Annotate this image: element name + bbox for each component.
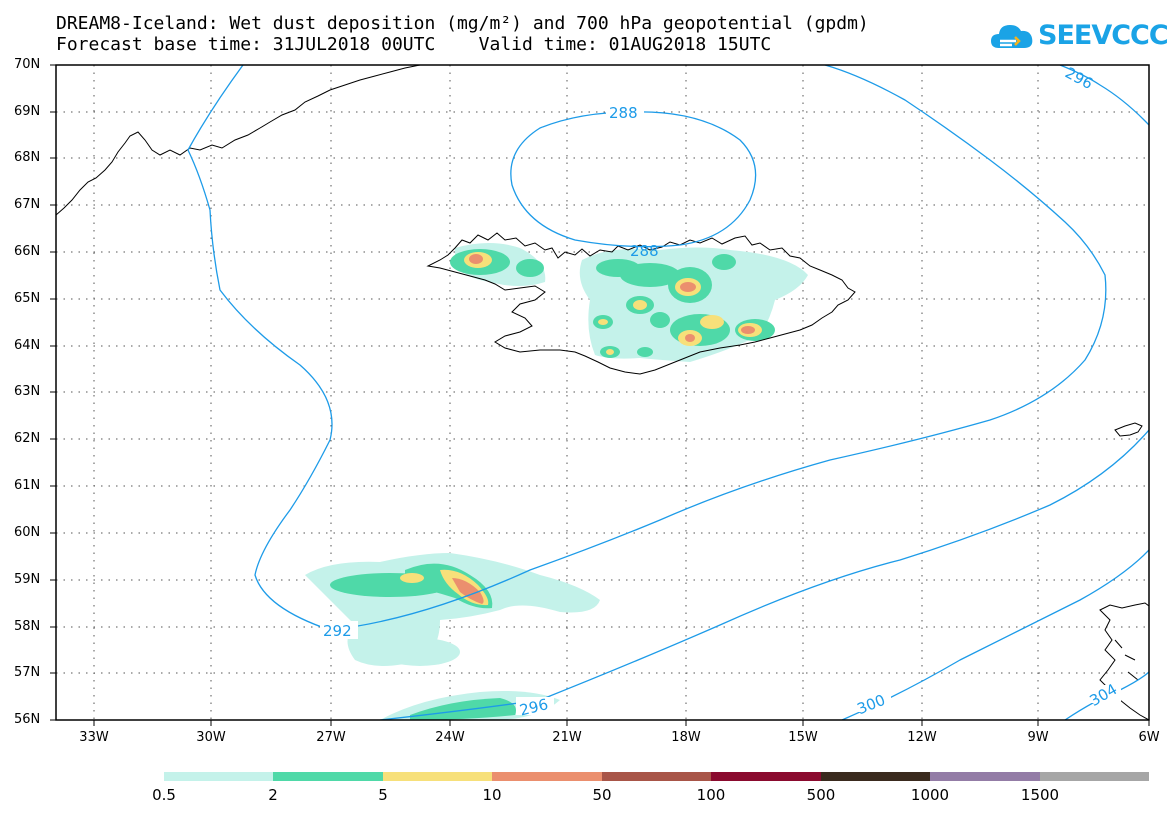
lat-label: 57N <box>14 665 41 680</box>
lat-label: 59N <box>14 572 41 587</box>
lat-label: 70N <box>14 57 41 72</box>
axis-ticks <box>50 64 1150 726</box>
lon-label: 33W <box>79 730 109 745</box>
lon-label: 24W <box>435 730 465 745</box>
lat-label: 61N <box>14 478 41 493</box>
colorbar-label: 0.5 <box>152 786 176 804</box>
contour-300 <box>841 549 1149 720</box>
contour-label-296-top: 296 <box>1062 64 1096 93</box>
colorbar-swatch <box>273 772 383 781</box>
contour-label-304: 304 <box>1087 680 1121 710</box>
contour-labels: 288 288 292 296 296 300 304 <box>320 64 1121 720</box>
coastlines <box>56 65 1149 720</box>
lon-label: 15W <box>788 730 818 745</box>
map-title: DREAM8-Iceland: Wet dust deposition (mg/… <box>56 13 869 34</box>
colorbar-swatch <box>164 772 273 781</box>
contour-label-292: 292 <box>323 622 352 640</box>
colorbar-label: 1500 <box>1020 786 1060 804</box>
contour-288-loop <box>510 111 757 248</box>
lat-label: 60N <box>14 525 41 540</box>
colorbar-swatch <box>711 772 821 781</box>
iceland-coastline <box>426 232 856 375</box>
cloud-logo-icon <box>991 25 1033 48</box>
colorbar-swatch <box>383 772 492 781</box>
seevccc-logo: SEEVCCC <box>990 14 1169 56</box>
colorbar-label: 5 <box>378 786 388 804</box>
iceland-deposition-area <box>450 243 808 362</box>
contour-label-288-iceland: 288 <box>630 242 659 260</box>
greenland-coastline <box>56 65 421 216</box>
lat-label: 58N <box>14 619 41 634</box>
colorbar-swatch <box>492 772 602 781</box>
lat-label: 66N <box>14 244 41 259</box>
lat-label: 64N <box>14 338 41 353</box>
colorbar-label: 500 <box>806 786 836 804</box>
colorbar-swatch <box>930 772 1040 781</box>
lat-label: 67N <box>14 197 41 212</box>
lon-label: 9W <box>1027 730 1049 745</box>
lon-label: 30W <box>196 730 226 745</box>
lon-label: 27W <box>316 730 346 745</box>
colorbar <box>164 772 1149 781</box>
lat-label: 65N <box>14 291 41 306</box>
lat-label: 56N <box>14 712 41 727</box>
lon-label: 6W <box>1138 730 1160 745</box>
faroe-coastline <box>1114 422 1143 437</box>
grid-lines <box>56 65 1149 720</box>
lon-label: 18W <box>671 730 701 745</box>
map-frame <box>55 64 1150 721</box>
colorbar-label: 10 <box>482 786 502 804</box>
contour-296-top <box>1059 65 1149 126</box>
colorbar-swatch <box>602 772 711 781</box>
colorbar-label: 50 <box>592 786 612 804</box>
colorbar-label: 100 <box>696 786 726 804</box>
lat-label: 62N <box>14 431 41 446</box>
colorbar-swatch <box>821 772 930 781</box>
lat-label: 68N <box>14 150 41 165</box>
contour-label-288-top: 288 <box>609 104 638 122</box>
lon-label: 12W <box>907 730 937 745</box>
colorbar-swatch <box>1040 772 1149 781</box>
southern-deposition-plume <box>305 553 600 720</box>
lat-label: 63N <box>14 384 41 399</box>
colorbar-label: 2 <box>268 786 278 804</box>
colorbar-label: 1000 <box>910 786 950 804</box>
lon-label: 21W <box>552 730 582 745</box>
logo-text: SEEVCCC <box>1038 19 1169 51</box>
contour-292 <box>187 65 1107 631</box>
lat-label: 69N <box>14 104 41 119</box>
map-subtitle: Forecast base time: 31JUL2018 00UTC Vali… <box>56 34 772 55</box>
